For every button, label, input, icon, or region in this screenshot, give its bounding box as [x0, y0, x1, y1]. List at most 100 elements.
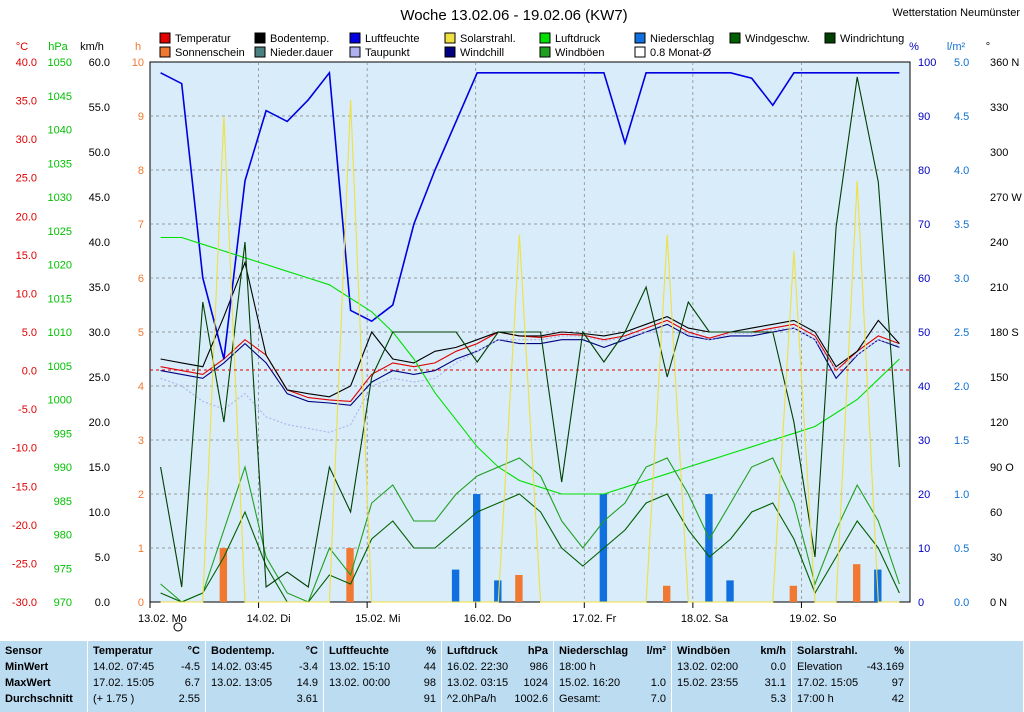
stats-header: Temperatur °C — [93, 645, 200, 661]
y-tick-kmh: 40.0 — [89, 237, 110, 249]
x-label: 15.02. Mi — [355, 613, 400, 625]
line-series — [160, 70, 900, 603]
stats-cell-value: 1002.6 — [514, 693, 548, 705]
y-tick-lm2: 3.0 — [954, 273, 969, 285]
y-tick-temp: 0.0 — [22, 366, 37, 378]
line-luftfeuchte — [160, 70, 900, 360]
legend-swatch-bodentemp — [254, 32, 266, 44]
y-tick-deg: 120 — [990, 417, 1008, 429]
y-tick-pct: 80 — [918, 165, 930, 177]
legend-label-solarstrahl: Solarstrahl. — [460, 33, 516, 45]
stats-cell-value: -3.4 — [299, 661, 318, 673]
stats-cell-label: Gesamt: — [559, 693, 601, 705]
y-tick-hours: 6 — [138, 273, 144, 285]
stats-cell-label: Elevation — [797, 661, 843, 673]
y-tick-deg: 240 — [990, 237, 1008, 249]
legend-label-luftdruck: Luftdruck — [555, 33, 601, 45]
stats-cell-label: 16.02. 22:30 — [447, 661, 509, 673]
stats-header: Bodentemp. °C — [211, 645, 318, 661]
y-tick-hours: 5 — [138, 327, 144, 339]
stats-cell-value: 7.0 — [650, 693, 666, 705]
stats-row: 13.02. 03:15 1024 — [447, 677, 548, 693]
stats-header-label: Solarstrahl. — [797, 645, 858, 657]
stats-row: 13.02. 13:05 14.9 — [211, 677, 318, 693]
y-unit-lm2: l/m² — [947, 41, 966, 53]
y-tick-hpa: 975 — [54, 563, 72, 575]
stats-header-unit: km/h — [760, 645, 786, 657]
stats-cell-label: 17.02. 15:05 — [93, 677, 155, 689]
y-tick-deg: 300 — [990, 147, 1008, 159]
stats-row: 13.02. 02:00 0.0 — [677, 661, 786, 677]
stats-header: Solarstrahl.% — [797, 645, 904, 661]
y-tick-lm2: 4.5 — [954, 111, 969, 123]
stats-cell-label: Durchschnitt — [5, 693, 73, 705]
y-tick-kmh: 30.0 — [89, 327, 110, 339]
legend-label-temperatur: Temperatur — [175, 33, 231, 45]
x-label: 13.02. Mo — [138, 613, 187, 625]
y-tick-pct: 70 — [918, 219, 930, 231]
y-tick-deg: 60 — [990, 507, 1002, 519]
stats-cell-value: 6.7 — [184, 677, 200, 689]
y-unit-temp: °C — [16, 41, 28, 53]
stats-cell-value: 0.0 — [770, 661, 786, 673]
bar-niederschlag — [473, 494, 481, 602]
y-tick-lm2: 5.0 — [954, 57, 969, 69]
stats-row: Elevation -43.169 — [797, 661, 904, 677]
stats-row: 13.02. 15:10 44 — [329, 661, 436, 677]
stats-cell-label: (+ 1.75 ) — [93, 693, 135, 705]
stats-row: ^2.0hPa/h 1002.6 — [447, 693, 548, 709]
stats-cell-value: 1.0 — [650, 677, 666, 689]
stats-column-solarstrahl: Solarstrahl.% Elevation -43.169 17.02. 15:0… — [792, 641, 910, 712]
y-tick-temp: -5.0 — [18, 404, 37, 416]
y-tick-temp: 35.0 — [16, 96, 37, 108]
legend-swatch-windchill — [444, 46, 456, 58]
y-tick-hpa: 1020 — [48, 260, 72, 272]
stats-cell-label: 18:00 h — [559, 661, 596, 673]
stats-row: MaxWert — [5, 677, 82, 693]
y-tick-kmh: 0.0 — [95, 597, 110, 609]
stats-row: 5.3 — [677, 693, 786, 709]
legend-label-nieder-dauer: Nieder.dauer — [270, 47, 333, 59]
y-axes: 40.035.030.025.020.015.010.05.00.0-5.0-1… — [12, 41, 1022, 609]
stats-cell-label: 13.02. 13:05 — [211, 677, 273, 689]
stats-header: Luftdruck hPa — [447, 645, 548, 661]
stats-header: Windböen km/h — [677, 645, 786, 661]
y-tick-deg: 0 N — [990, 597, 1007, 609]
stats-cell-label: 17.02. 15:05 — [797, 677, 859, 689]
line-luftdruck — [160, 236, 900, 495]
y-tick-pct: 40 — [918, 381, 930, 393]
stats-column-luftdruck: Luftdruck hPa 16.02. 22:30 986 13.02. 03:15 1… — [442, 641, 554, 712]
clock-icon[interactable] — [173, 622, 183, 632]
stats-row: 17:00 h 42 — [797, 693, 904, 709]
legend-swatch-windgeschw — [729, 32, 741, 44]
y-tick-lm2: 4.0 — [954, 165, 969, 177]
y-tick-pct: 0 — [918, 597, 924, 609]
y-tick-deg: 360 N — [990, 57, 1019, 69]
stats-cell-label: 13.02. 02:00 — [677, 661, 739, 673]
statistics-table: Sensor MinWert MaxWert Durchschnitt Temperat… — [0, 641, 1024, 712]
stats-header: Sensor — [5, 645, 82, 661]
stats-header-unit: % — [894, 645, 904, 657]
y-tick-pct: 50 — [918, 327, 930, 339]
stats-column-bodentemp: Bodentemp. °C 14.02. 03:45 -3.4 13.02. 13:05… — [206, 641, 324, 712]
legend-label-bodentemp: Bodentemp. — [270, 33, 329, 45]
stats-header-unit: hPa — [527, 645, 548, 657]
chart-title: Woche 13.02.06 - 19.02.06 (KW7) — [400, 7, 627, 24]
stats-row: 3.61 — [211, 693, 318, 709]
legend-swatch-luftdruck — [539, 32, 551, 44]
y-tick-kmh: 55.0 — [89, 102, 110, 114]
stats-cell-label: 13.02. 03:15 — [447, 677, 509, 689]
y-tick-lm2: 1.0 — [954, 489, 969, 501]
line-windrichtung — [160, 76, 900, 589]
stats-cell-value: 5.3 — [770, 693, 786, 705]
stats-cell-value: 31.1 — [764, 677, 786, 689]
y-tick-hours: 3 — [138, 435, 144, 447]
legend-swatch-solarstrahl — [444, 32, 456, 44]
stats-cell-value: 42 — [891, 693, 904, 705]
legend-swatch-0-8-monat — [634, 46, 646, 58]
bar-niederschlag — [494, 580, 502, 602]
stats-cell-label: 13.02. 15:10 — [329, 661, 391, 673]
stats-row: 91 — [329, 693, 436, 709]
y-tick-hpa: 1000 — [48, 395, 72, 407]
line-windgeschw — [160, 493, 900, 603]
